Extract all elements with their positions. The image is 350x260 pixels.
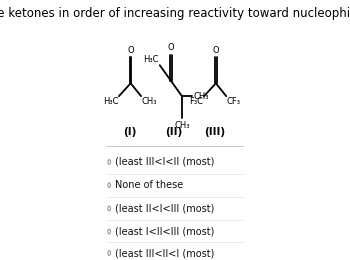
Text: None of these: None of these <box>115 180 183 190</box>
Text: O: O <box>168 43 174 52</box>
Text: H₃C: H₃C <box>103 98 118 106</box>
Text: (I): (I) <box>123 127 137 137</box>
Text: (least III<II<I (most): (least III<II<I (most) <box>115 248 214 258</box>
Text: H₃C: H₃C <box>144 55 159 64</box>
Text: CH₃: CH₃ <box>193 92 209 101</box>
Text: O: O <box>127 46 134 55</box>
Text: CH₃: CH₃ <box>174 121 190 130</box>
Text: (least III<I<II (most): (least III<I<II (most) <box>115 157 214 167</box>
Text: CF₃: CF₃ <box>227 98 241 106</box>
Text: F₃C: F₃C <box>189 98 203 106</box>
Text: Arrange the ketones in order of increasing reactivity toward nucleophilic additi: Arrange the ketones in order of increasi… <box>0 7 350 20</box>
Text: (least II<I<III (most): (least II<I<III (most) <box>115 203 214 213</box>
Text: (least I<II<III (most): (least I<II<III (most) <box>115 227 214 237</box>
Text: (II): (II) <box>165 127 182 137</box>
Text: O: O <box>212 46 219 55</box>
Text: CH₃: CH₃ <box>142 98 157 106</box>
Text: (III): (III) <box>205 127 226 137</box>
